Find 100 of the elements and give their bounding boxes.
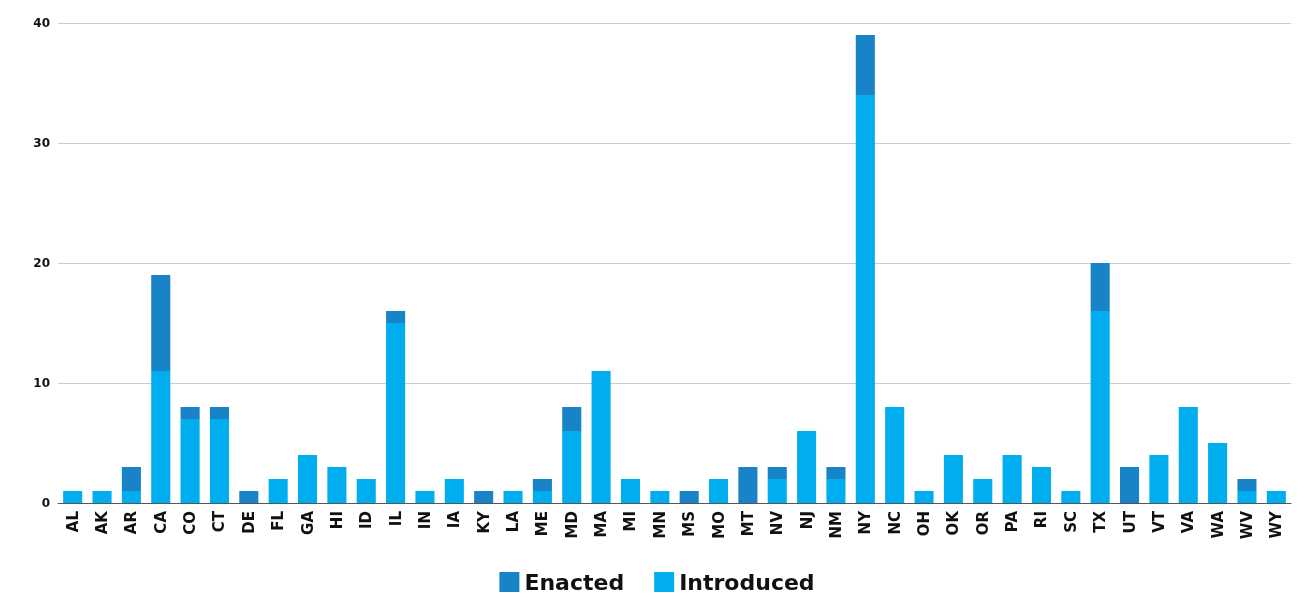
bar: [1237, 491, 1257, 503]
bar: [708, 479, 729, 503]
bar: [1266, 491, 1286, 503]
bar: [327, 467, 347, 503]
bar: [532, 479, 552, 491]
x-tick-label: WY: [1267, 509, 1286, 539]
bar: [826, 467, 846, 479]
x-tick-label: SC: [1061, 511, 1080, 533]
bar: [562, 431, 582, 503]
x-tick-label: OH: [915, 511, 934, 537]
bar: [1149, 455, 1169, 503]
bar: [297, 455, 318, 503]
bar: [650, 491, 670, 503]
bar: [914, 491, 934, 503]
x-tick-label: CA: [151, 510, 170, 534]
bar: [503, 491, 523, 503]
bar: [63, 491, 83, 503]
bar: [973, 479, 993, 503]
bar: [1002, 455, 1022, 503]
x-tick-label: MN: [650, 511, 669, 539]
bar: [767, 479, 787, 503]
x-tick-label: RI: [1032, 511, 1051, 529]
x-tick-label: AR: [122, 510, 141, 535]
bar: [239, 491, 259, 503]
y-tick-label: 10: [33, 376, 50, 390]
x-tick-label: IN: [415, 511, 434, 530]
bar: [180, 407, 200, 419]
bar: [415, 491, 435, 503]
x-tick-label: TX: [1091, 510, 1110, 533]
bar: [1061, 491, 1081, 503]
bar: [797, 431, 817, 503]
x-tick-label: CO: [181, 511, 200, 535]
x-tick-label: LA: [504, 510, 523, 533]
bar: [209, 419, 230, 503]
bar: [562, 407, 582, 431]
bar: [121, 491, 141, 503]
bar: [1031, 467, 1052, 503]
x-tick-label: KY: [474, 509, 493, 534]
x-tick-label: NC: [885, 511, 904, 535]
x-tick-label: MA: [592, 510, 611, 538]
x-tick-label: NY: [856, 509, 875, 535]
x-tick-label: OK: [944, 509, 963, 536]
bar: [767, 467, 787, 479]
x-tick-label: NV: [768, 510, 787, 536]
bar: [591, 371, 611, 503]
y-tick-label: 30: [33, 136, 50, 150]
legend-label: Introduced: [679, 569, 815, 595]
x-tick-label: OR: [973, 510, 992, 536]
bar: [1119, 467, 1140, 503]
bar: [356, 479, 376, 503]
bar: [1208, 443, 1228, 503]
bar: [180, 419, 200, 503]
bar: [92, 491, 112, 503]
legend-label: Enacted: [524, 569, 625, 595]
bar: [738, 467, 758, 503]
bar: [444, 479, 464, 503]
x-tick-label: UT: [1120, 510, 1139, 534]
bar: [1237, 479, 1257, 491]
x-tick-label: WA: [1208, 510, 1227, 539]
x-tick-label: HI: [327, 511, 346, 530]
x-tick-label: IA: [445, 510, 464, 529]
bar: [1178, 407, 1198, 503]
x-tick-label: DE: [239, 511, 258, 534]
x-tick-label: NM: [826, 511, 845, 539]
bar: [855, 35, 875, 95]
bar: [474, 491, 494, 503]
bar: [209, 407, 230, 419]
y-tick-label: 40: [33, 16, 50, 30]
x-tick-label: ME: [533, 511, 552, 537]
bar: [386, 323, 406, 503]
x-tick-label: MS: [680, 511, 699, 537]
x-tick-label: MT: [738, 510, 757, 537]
x-tick-label: AK: [93, 509, 112, 535]
bar: [855, 95, 875, 503]
bar: [1090, 311, 1110, 503]
x-tick-label: GA: [298, 510, 317, 535]
x-tick-label: AL: [63, 510, 82, 533]
x-tick-label: PA: [1003, 510, 1022, 533]
x-tick-label: NJ: [797, 511, 816, 530]
bar: [532, 491, 552, 503]
x-tick-label: CT: [210, 510, 229, 533]
x-tick-label: WV: [1237, 510, 1256, 540]
x-tick-label: VA: [1179, 510, 1198, 534]
bar: [826, 479, 846, 503]
x-tick-label: FL: [269, 510, 288, 531]
y-tick-label: 20: [33, 256, 50, 270]
bar: [885, 407, 905, 503]
bar: [386, 311, 406, 323]
bar: [943, 455, 963, 503]
bar: [1090, 263, 1110, 311]
bar: [151, 371, 171, 503]
bar: [620, 479, 641, 503]
x-tick-label: VT: [1149, 510, 1168, 533]
x-tick-label: MO: [709, 511, 728, 539]
bar: [268, 479, 288, 503]
bar: [121, 467, 141, 491]
x-tick-label: MD: [562, 511, 581, 539]
bar: [151, 275, 171, 371]
x-tick-label: IL: [386, 510, 405, 527]
x-tick-label: ID: [357, 511, 376, 530]
